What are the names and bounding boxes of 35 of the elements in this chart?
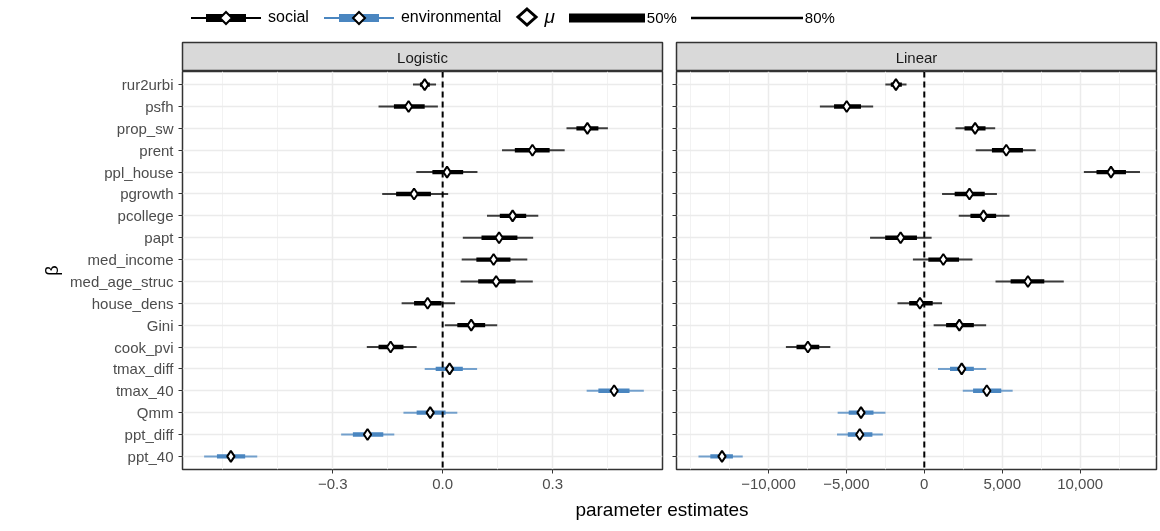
y-tick-label: tmax_diff [112, 360, 175, 378]
x-tick-label: 5,000 [983, 474, 1021, 492]
legend-label: environmental [400, 7, 502, 28]
y-tick-label: cook_pvi [114, 338, 174, 356]
x-tick-label: 0.3 [542, 474, 564, 492]
x-tick-label: 10,000 [1057, 474, 1104, 492]
y-tick-label: pgrowth [120, 185, 174, 203]
x-axis-title: parameter estimates [575, 498, 749, 522]
text: 80% [804, 7, 835, 28]
y-tick-label: Gini [146, 316, 174, 334]
chart-title: Logistic [397, 48, 449, 66]
legend-label: social [268, 7, 309, 28]
x-tick-label: −0.3 [317, 474, 348, 492]
x-tick-label: −5,000 [823, 474, 870, 492]
y-tick-label: psfh [145, 97, 174, 115]
y-tick-label: house_dens [91, 294, 174, 312]
y-tick-label: med_age_struc [70, 272, 174, 290]
y-axis-title: β [42, 265, 63, 276]
x-tick-label: 0 [920, 474, 929, 492]
y-tick-label: rur2urbi [121, 76, 174, 94]
text: μ [544, 5, 555, 29]
y-tick-label: ppl_house [104, 163, 174, 181]
y-tick-label: prop_sw [116, 119, 174, 137]
y-tick-label: ppt_40 [127, 447, 174, 465]
text: 50% [646, 7, 677, 28]
chart-title: Linear [895, 48, 938, 66]
y-tick-label: papt [144, 229, 175, 247]
y-tick-label: prent [139, 141, 175, 159]
y-tick-label: ppt_diff [124, 426, 175, 444]
y-tick-label: med_income [87, 251, 174, 269]
y-tick-label: tmax_40 [115, 382, 174, 400]
y-tick-label: Qmm [136, 404, 174, 422]
x-tick-label: −10,000 [741, 474, 796, 492]
y-tick-label: pcollege [117, 207, 174, 225]
x-tick-label: 0.0 [432, 474, 454, 492]
